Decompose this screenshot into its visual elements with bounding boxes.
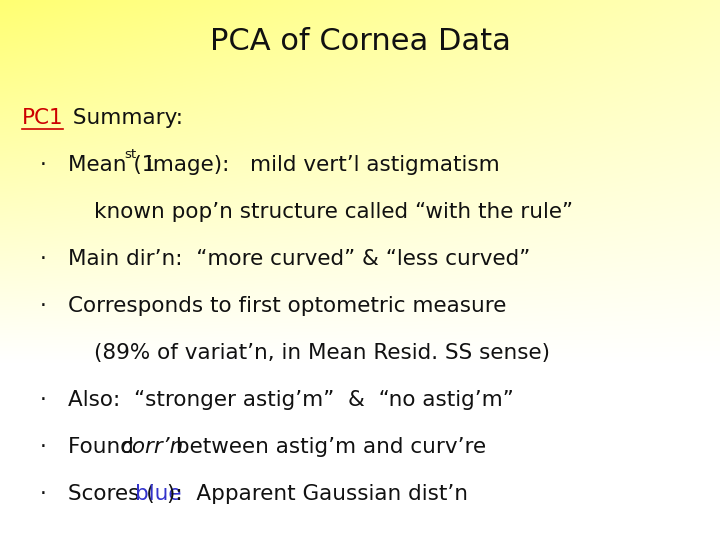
Text: ·: · <box>40 296 47 316</box>
Text: Found: Found <box>68 437 141 457</box>
Text: Corresponds to first optometric measure: Corresponds to first optometric measure <box>68 296 507 316</box>
Text: PC1: PC1 <box>22 108 63 128</box>
Text: Scores (: Scores ( <box>68 484 155 504</box>
Text: image):   mild vert’l astigmatism: image): mild vert’l astigmatism <box>140 155 500 175</box>
Text: Mean (1: Mean (1 <box>68 155 156 175</box>
Text: st: st <box>124 148 136 161</box>
Text: Main dir’n:  “more curved” & “less curved”: Main dir’n: “more curved” & “less curved… <box>68 249 531 269</box>
Text: Also:  “stronger astig’m”  &  “no astig’m”: Also: “stronger astig’m” & “no astig’m” <box>68 390 514 410</box>
Text: ·: · <box>40 155 47 175</box>
Text: blue: blue <box>135 484 182 504</box>
Text: corr’n: corr’n <box>120 437 184 457</box>
Text: known pop’n structure called “with the rule”: known pop’n structure called “with the r… <box>94 202 572 222</box>
Text: ·: · <box>40 249 47 269</box>
Text: ·: · <box>40 390 47 410</box>
Text: between astig’m and curv’re: between astig’m and curv’re <box>169 437 486 457</box>
Text: PCA of Cornea Data: PCA of Cornea Data <box>210 27 510 56</box>
Text: ):  Apparent Gaussian dist’n: ): Apparent Gaussian dist’n <box>167 484 468 504</box>
Text: (89% of variat’n, in Mean Resid. SS sense): (89% of variat’n, in Mean Resid. SS sens… <box>94 343 549 363</box>
Text: ·: · <box>40 484 47 504</box>
Text: ·: · <box>40 437 47 457</box>
Text: Summary:: Summary: <box>66 108 183 128</box>
